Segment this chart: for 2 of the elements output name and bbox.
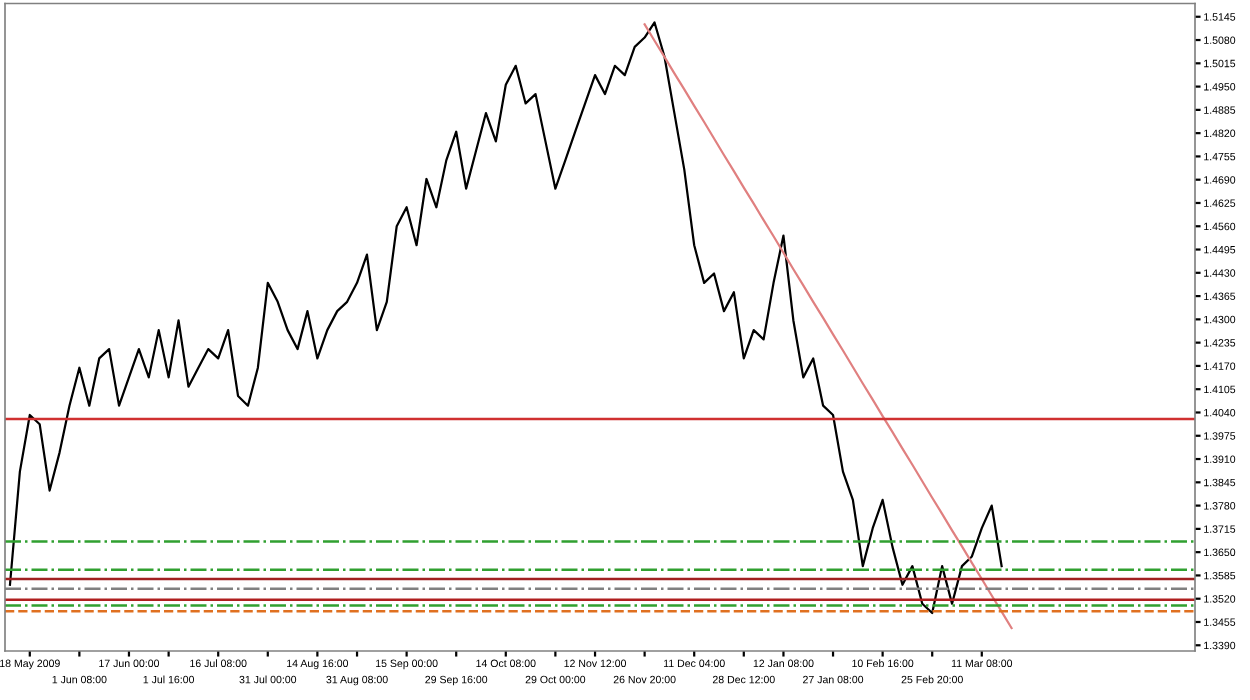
line-series <box>8 21 1003 615</box>
line-series <box>643 23 1013 630</box>
